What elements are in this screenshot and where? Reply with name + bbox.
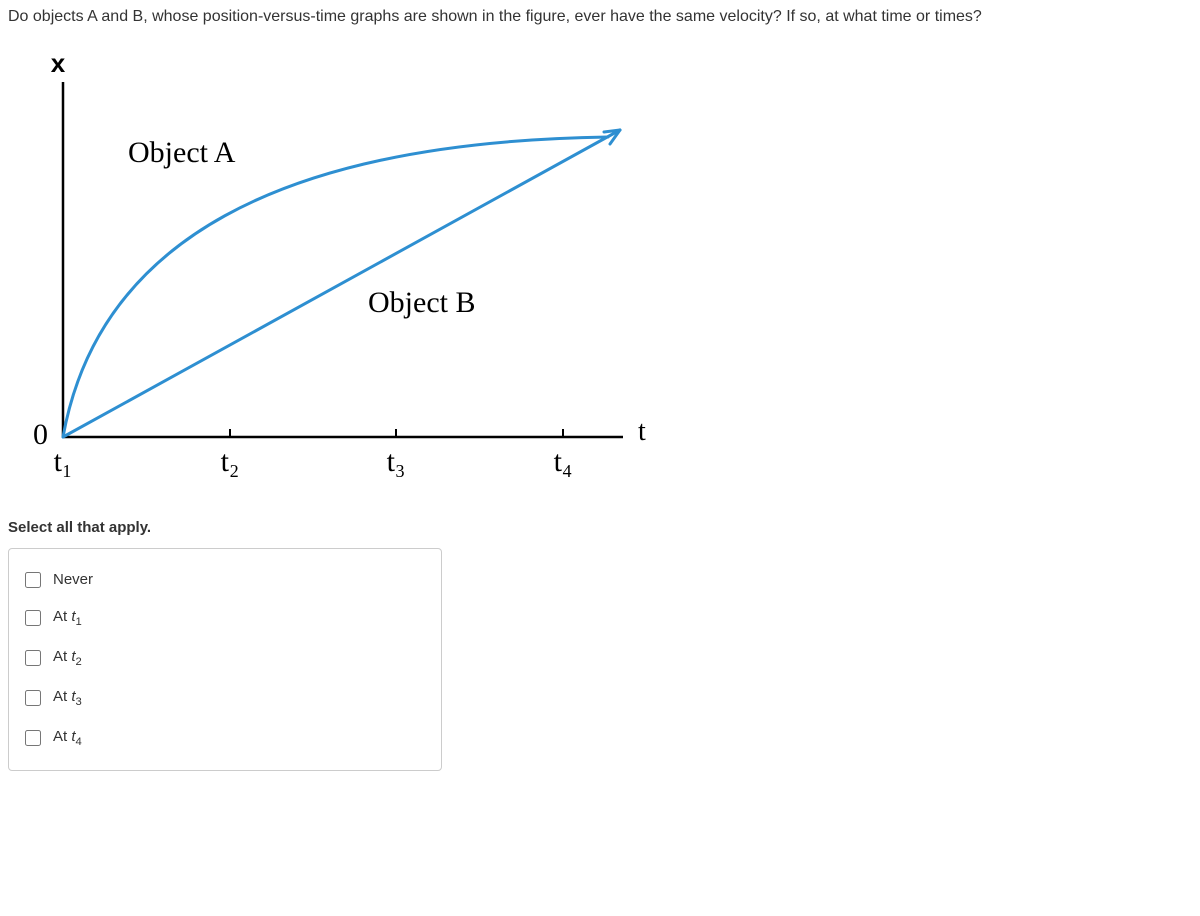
option-never[interactable]: Never <box>25 561 425 598</box>
x-tick-label: t₄ <box>554 445 573 478</box>
y-axis-label: x <box>51 48 66 78</box>
option-label: At t1 <box>53 608 82 628</box>
x-tick-label: t₃ <box>387 445 406 478</box>
option-t1[interactable]: At t1 <box>25 598 425 638</box>
x-tick-label: t₂ <box>221 445 240 478</box>
option-checkbox-t4[interactable] <box>25 730 41 746</box>
x-axis-label: t <box>638 416 646 447</box>
x-tick-label: t₁ <box>54 445 73 478</box>
object-a-label: Object A <box>128 136 236 169</box>
position-time-chart: t₁ t₂ t₃ t₄ 0 x t Object A Object B <box>8 42 658 502</box>
option-label: At t3 <box>53 688 82 708</box>
option-checkbox-t1[interactable] <box>25 610 41 626</box>
select-instruction: Select all that apply. <box>8 519 1192 536</box>
object-b-label: Object B <box>368 286 475 319</box>
option-t2[interactable]: At t2 <box>25 638 425 678</box>
question-text: Do objects A and B, whose position-versu… <box>8 8 1192 26</box>
option-label: Never <box>53 571 93 588</box>
option-checkbox-t3[interactable] <box>25 690 41 706</box>
option-checkbox-t2[interactable] <box>25 650 41 666</box>
origin-label: 0 <box>33 418 48 451</box>
option-label: At t4 <box>53 728 82 748</box>
option-checkbox-never[interactable] <box>25 572 41 588</box>
chart-container: t₁ t₂ t₃ t₄ 0 x t Object A Object B <box>8 42 1192 507</box>
object-b-line <box>63 130 620 437</box>
option-t4[interactable]: At t4 <box>25 718 425 758</box>
option-label: At t2 <box>53 648 82 668</box>
options-box: Never At t1 At t2 At t3 At t4 <box>8 548 442 771</box>
option-t3[interactable]: At t3 <box>25 678 425 718</box>
